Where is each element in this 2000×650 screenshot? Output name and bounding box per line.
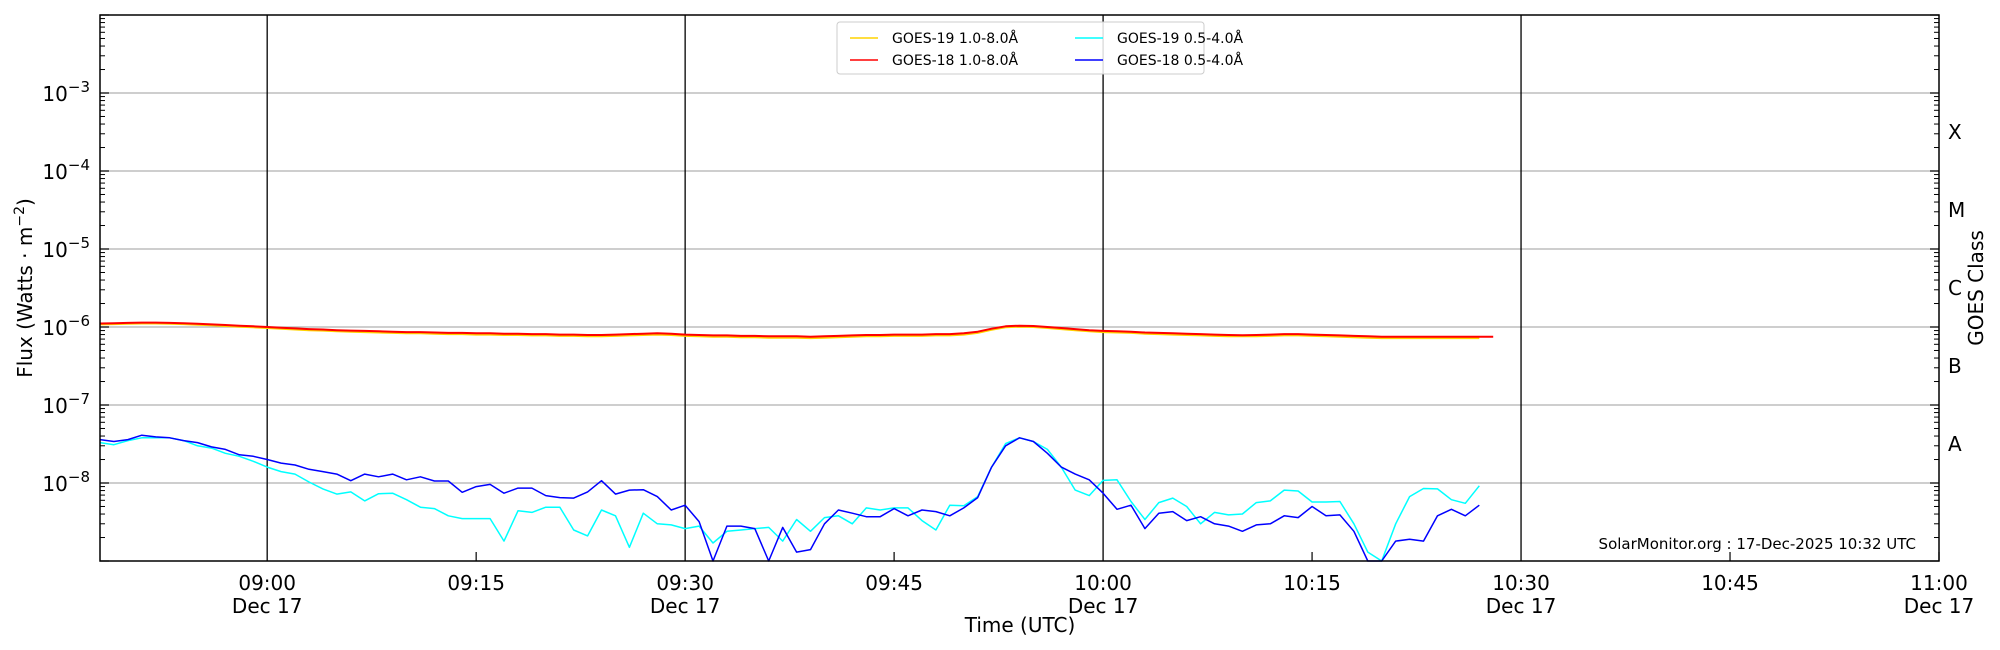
x-tick-label: 09:00 <box>238 571 296 595</box>
legend-label: GOES-18 1.0-8.0Å <box>892 52 1018 69</box>
series-line-1 <box>99 322 1480 340</box>
goes-class-label: A <box>1948 432 1962 456</box>
x-tick-label: 10:30 <box>1492 571 1550 595</box>
series-line-3 <box>99 437 1480 562</box>
x-tick-label: 09:45 <box>865 571 923 595</box>
plot-frame <box>99 14 1940 562</box>
y-axis-title: Flux (Watts · m−2) <box>12 198 37 378</box>
goes-class-label: M <box>1948 198 1965 222</box>
x-tick-date-label: Dec 17 <box>1904 594 1975 618</box>
goes-class-label: B <box>1948 354 1962 378</box>
legend: GOES-19 1.0-8.0Å GOES-18 1.0-8.0Å GOES-19 … <box>836 21 1243 75</box>
legend-label: GOES-19 1.0-8.0Å <box>892 30 1018 47</box>
half-hour-lines <box>266 15 1522 561</box>
series-line-4 <box>99 434 1480 562</box>
x-axis-title: Time (UTC) <box>964 613 1076 637</box>
y-tick-label: 10−8 <box>42 468 90 496</box>
x-tick-date-label: Dec 17 <box>650 594 721 618</box>
y-tick-label: 10−7 <box>42 390 90 418</box>
legend-label: GOES-19 0.5-4.0Å <box>1117 30 1243 47</box>
x-tick-label: 10:00 <box>1074 571 1132 595</box>
goes-class-label: X <box>1948 120 1962 144</box>
y-tick-label: 10−5 <box>42 234 90 262</box>
right-y-axis-title: GOES Class <box>1964 230 1988 346</box>
x-tick-label: 09:15 <box>447 571 505 595</box>
goes-class-label: C <box>1948 276 1962 300</box>
x-tick-label: 10:15 <box>1283 571 1341 595</box>
y-tick-labels: 10−3 10−4 10−5 10−6 10−7 10−8 <box>42 78 90 496</box>
x-tick-date-label: Dec 17 <box>232 594 303 618</box>
goes-class-labels: X M C B A <box>1948 120 1965 456</box>
x-tick-date-label: Dec 17 <box>1486 594 1557 618</box>
x-tick-label: 10:45 <box>1701 571 1759 595</box>
legend-label: GOES-18 0.5-4.0Å <box>1117 52 1243 69</box>
x-tick-date-label: Dec 17 <box>1068 594 1139 618</box>
x-tick-label: 09:30 <box>656 571 714 595</box>
y-tick-label: 10−6 <box>42 312 90 340</box>
gridlines <box>100 92 1939 484</box>
y-tick-label: 10−4 <box>42 156 90 184</box>
axis-ticks <box>100 14 1940 562</box>
x-tick-label: 11:00 <box>1910 571 1968 595</box>
series-line-2 <box>99 321 1494 338</box>
source-annotation: SolarMonitor.org : 17-Dec-2025 10:32 UTC <box>1599 535 1916 553</box>
series-lines <box>99 321 1494 562</box>
y-tick-label: 10−3 <box>42 78 90 106</box>
